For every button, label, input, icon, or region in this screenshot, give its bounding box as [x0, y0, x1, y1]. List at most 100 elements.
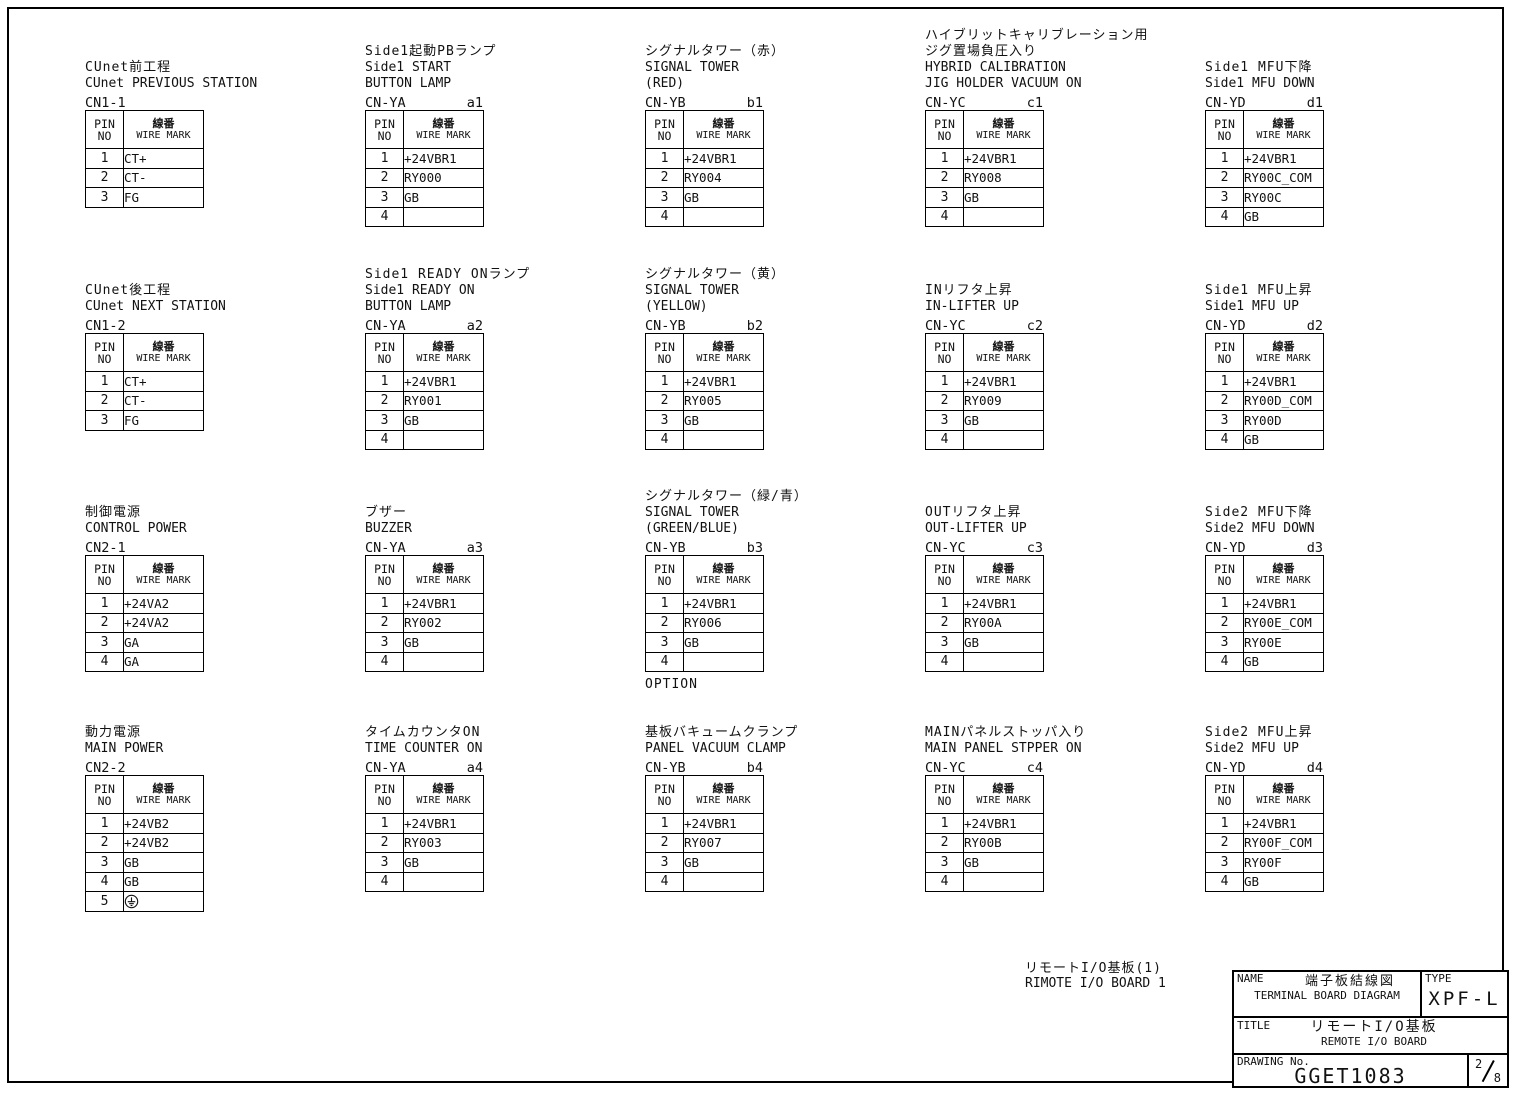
pin-number-cell: 4 — [925, 871, 964, 892]
pin-row: 4 GB — [1205, 429, 1324, 450]
pin-number-cell: 1 — [1205, 148, 1244, 169]
pin-row: 4 GB — [85, 871, 204, 892]
connector-label-row: CN-YC c3 — [925, 540, 1043, 555]
pin-table: PIN NO 線番 WIRE MARK 1 +24VBR1 2 RY002 3 GB 4 — [365, 555, 484, 672]
title-block: NAME 端子板結線図 TERMINAL BOARD DIAGRAM TYPE … — [1232, 970, 1509, 1088]
wire-header-ja: 線番 — [152, 117, 175, 130]
pin-number-cell: 4 — [365, 429, 404, 450]
pin-row: 1 +24VBR1 — [1205, 371, 1324, 392]
pin-row: 4 — [925, 871, 1044, 892]
connector-name: CN-YB — [645, 95, 686, 111]
wire-mark-header: 線番 WIRE MARK — [683, 555, 764, 594]
block-title-line: BUTTON LAMP — [365, 76, 452, 91]
pin-header-line2: NO — [657, 351, 672, 366]
connector-label-row: CN-YB b3 — [645, 540, 763, 555]
pin-row: 3 GB — [925, 852, 1044, 873]
pin-number-cell: 2 — [645, 832, 684, 853]
pin-number-cell: 3 — [1205, 852, 1244, 873]
pin-number-cell: 4 — [85, 871, 124, 892]
pin-table-body: 1 CT+ 2 CT- 3 FG — [85, 371, 204, 431]
connector-suffix: a4 — [466, 760, 483, 776]
wire-header-en: WIRE MARK — [416, 130, 471, 141]
connector-block: 制御電源 CONTROL POWER CN2-1 PIN NO 線番 WIRE M… — [85, 505, 204, 672]
block-title: 制御電源 CONTROL POWER — [85, 505, 187, 537]
connector-name: CN-YD — [1205, 760, 1246, 776]
connector-label-row: CN-YA a2 — [365, 318, 483, 333]
wire-header-en: WIRE MARK — [1256, 353, 1311, 364]
pin-header-line1: PIN — [654, 781, 675, 796]
pin-number-cell: 3 — [365, 410, 404, 431]
pin-number-cell: 2 — [365, 612, 404, 633]
pin-number-cell: 3 — [645, 410, 684, 431]
pin-table-header-row: PIN NO 線番 WIRE MARK — [925, 555, 1044, 594]
wire-mark-cell: RY004 — [683, 167, 764, 188]
connector-block: ハイブリットキャリブレーション用 ジグ置場負圧入り HYBRID CALIBRATI… — [925, 28, 1147, 227]
connector-block: タイムカウンタON TIME COUNTER ON CN-YA a4 PIN NO… — [365, 725, 484, 892]
pin-header-line1: PIN — [374, 116, 395, 131]
wire-header-ja: 線番 — [712, 340, 735, 353]
pin-header-line1: PIN — [94, 116, 115, 131]
pin-table-body: 1 +24VB2 2 +24VB2 3 GB 4 GB 5 — [85, 813, 204, 912]
drawing-no-cell: DRAWING No. GGET1083 — [1234, 1055, 1469, 1087]
block-title-line: Side1 START — [365, 60, 452, 75]
pin-table-body: 1 +24VBR1 2 RY006 3 GB 4 — [645, 593, 764, 672]
pin-no-header: PIN NO — [1205, 555, 1244, 594]
pin-table-header-row: PIN NO 線番 WIRE MARK — [365, 775, 484, 814]
wire-mark-cell: RY00B — [963, 832, 1044, 853]
pin-number-cell: 2 — [925, 832, 964, 853]
block-title-line: HYBRID CALIBRATION — [925, 60, 1066, 75]
connector-label-row: CN1-1 — [85, 95, 203, 110]
pin-number-cell: 2 — [925, 167, 964, 188]
wire-mark-header: 線番 WIRE MARK — [1243, 555, 1324, 594]
wire-mark-header: 線番 WIRE MARK — [1243, 110, 1324, 149]
pin-number-cell: 2 — [85, 832, 124, 853]
pin-no-header: PIN NO — [365, 110, 404, 149]
connector-suffix: d2 — [1306, 318, 1323, 334]
pin-number-cell: 3 — [85, 410, 124, 431]
wire-mark-cell: RY006 — [683, 612, 764, 633]
wire-header-ja: 線番 — [712, 562, 735, 575]
wire-mark-cell: RY00F_COM — [1243, 832, 1324, 853]
block-title-line: OUTリフタ上昇 — [925, 505, 1022, 520]
connector-label-row: CN-YD d1 — [1205, 95, 1323, 110]
pin-table-header-row: PIN NO 線番 WIRE MARK — [365, 110, 484, 149]
wire-mark-header: 線番 WIRE MARK — [683, 110, 764, 149]
wire-mark-cell: RY007 — [683, 832, 764, 853]
pin-header-line2: NO — [97, 573, 112, 588]
pin-row: 4 — [365, 429, 484, 450]
pin-number-cell: 1 — [645, 813, 684, 834]
block-title: MAINパネルストッパ入り MAIN PANEL STPPER ON — [925, 725, 1086, 757]
pin-header-line1: PIN — [934, 781, 955, 796]
pin-number-cell: 3 — [365, 632, 404, 653]
pin-table: PIN NO 線番 WIRE MARK 1 CT+ 2 CT- 3 FG — [85, 110, 204, 208]
block-title-line: Side1 MFU UP — [1205, 299, 1299, 314]
pin-row: 2 RY00A — [925, 612, 1044, 633]
earth-ground-icon — [124, 895, 139, 909]
pin-number-cell: 4 — [925, 429, 964, 450]
block-title-line: Side2 MFU下降 — [1205, 505, 1313, 520]
pin-no-header: PIN NO — [365, 333, 404, 372]
connector-block: CUnet前工程 CUnet PREVIOUS STATION CN1-1 PIN… — [85, 60, 257, 208]
block-title-line: BUTTON LAMP — [365, 299, 452, 314]
wire-header-ja: 線番 — [992, 782, 1015, 795]
wire-mark-cell: GB — [1243, 206, 1324, 227]
pin-number-cell: 2 — [925, 612, 964, 633]
pin-header-line2: NO — [97, 351, 112, 366]
connector-name: CN-YB — [645, 540, 686, 556]
pin-row: 3 RY00D — [1205, 410, 1324, 431]
wire-mark-cell: GB — [1243, 871, 1324, 892]
pin-row: 4 — [645, 651, 764, 672]
pin-number-cell: 4 — [925, 651, 964, 672]
title-row: TITLE リモートI/O基板 REMOTE I/O BOARD — [1234, 1019, 1507, 1055]
pin-number-cell: 2 — [85, 612, 124, 633]
wire-mark-cell: +24VBR1 — [1243, 813, 1324, 834]
pin-number-cell: 1 — [1205, 813, 1244, 834]
connector-label-row: CN-YA a3 — [365, 540, 483, 555]
wire-mark-header: 線番 WIRE MARK — [403, 555, 484, 594]
pin-row: 1 +24VBR1 — [365, 371, 484, 392]
connector-name: CN-YA — [365, 760, 406, 776]
wire-mark-cell: RY003 — [403, 832, 484, 853]
wire-header-en: WIRE MARK — [416, 575, 471, 586]
pin-header-line1: PIN — [1214, 339, 1235, 354]
pin-row: 1 +24VBR1 — [645, 148, 764, 169]
